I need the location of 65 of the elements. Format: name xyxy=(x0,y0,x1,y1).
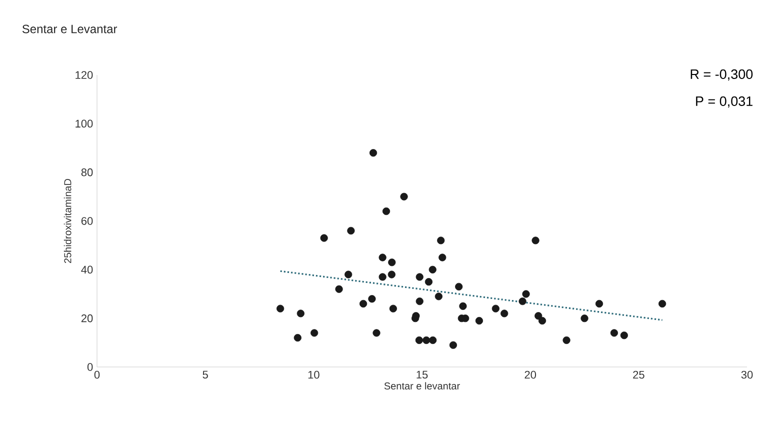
point xyxy=(455,282,463,290)
chart-title: Sentar e Levantar xyxy=(22,24,118,34)
x-tick-label: 5 xyxy=(202,370,208,379)
point xyxy=(522,290,530,298)
y-tick-label: 80 xyxy=(81,168,93,176)
y-tick-label: 120 xyxy=(76,71,93,79)
annotation: R = -0,300 xyxy=(690,69,753,81)
point xyxy=(372,329,380,337)
point xyxy=(382,207,390,216)
point xyxy=(562,336,570,344)
point xyxy=(518,297,526,306)
point xyxy=(422,336,430,344)
y-axis-title: 25hidroxivitaminaD xyxy=(64,178,72,264)
point xyxy=(296,310,304,318)
point xyxy=(492,304,500,312)
point xyxy=(389,304,397,312)
point xyxy=(344,270,352,278)
x-tick-label: 0 xyxy=(94,370,100,379)
y-tick-label: 0 xyxy=(87,363,93,371)
y-tick-label: 100 xyxy=(76,120,93,128)
x-tick-label: 15 xyxy=(416,370,428,379)
point xyxy=(438,254,446,262)
point xyxy=(388,258,396,266)
point xyxy=(538,316,546,325)
point xyxy=(434,292,442,300)
point xyxy=(378,254,386,262)
point xyxy=(320,234,328,242)
point xyxy=(378,273,386,281)
point xyxy=(500,310,508,318)
point xyxy=(369,149,378,157)
point xyxy=(475,316,484,325)
point xyxy=(416,273,424,281)
point xyxy=(294,334,302,342)
point xyxy=(620,332,628,340)
point xyxy=(368,295,376,303)
point xyxy=(415,336,423,344)
point xyxy=(532,236,540,244)
point xyxy=(388,270,396,278)
point xyxy=(428,266,436,274)
point xyxy=(400,192,408,200)
point xyxy=(580,314,588,322)
y-tick-label: 20 xyxy=(81,314,93,322)
point xyxy=(437,236,445,244)
annotation: P = 0,031 xyxy=(696,96,752,108)
point xyxy=(416,297,424,306)
point xyxy=(359,300,368,308)
point xyxy=(449,341,458,349)
x-tick-label: 25 xyxy=(633,370,644,379)
point xyxy=(595,300,604,308)
x-tick-label: 30 xyxy=(741,370,753,379)
point xyxy=(347,226,355,235)
x-tick-label: 20 xyxy=(524,370,536,379)
y-tick-label: 60 xyxy=(81,217,93,225)
point xyxy=(459,302,467,310)
point xyxy=(429,336,437,344)
y-tick-label: 40 xyxy=(81,266,93,274)
point xyxy=(534,312,542,320)
point xyxy=(610,329,618,337)
point xyxy=(658,300,666,308)
x-axis-title: Sentar e levantar xyxy=(384,382,460,390)
point xyxy=(424,278,433,286)
x-tick-label: 10 xyxy=(308,370,320,379)
point xyxy=(310,329,318,337)
point xyxy=(276,304,284,312)
point xyxy=(335,285,343,293)
